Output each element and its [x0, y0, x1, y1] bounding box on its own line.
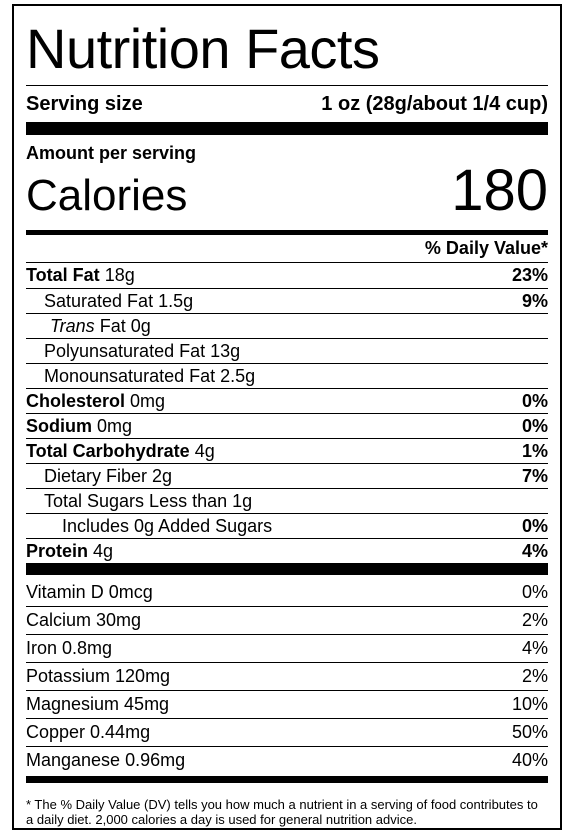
nutrient-row-added-sugars: Includes 0g Added Sugars 0% [26, 513, 548, 538]
daily-value-header-text: % Daily Value* [424, 238, 548, 258]
nutrient-name: Includes 0g Added Sugars [62, 515, 273, 536]
label-title: Nutrition Facts [26, 17, 380, 80]
nutrient-amount: 0mg [130, 390, 166, 411]
nutrient-amount: 4g [93, 540, 114, 561]
vitamin-dv: 50% [511, 722, 548, 742]
nutrient-row-sodium: Sodium 0mg 0% [26, 413, 548, 438]
nutrient-row-total-fat: Total Fat 18g 23% [26, 263, 548, 288]
nutrient-dv: 0% [521, 515, 548, 536]
vitamin-name: Vitamin D 0mcg [26, 581, 153, 602]
nutrient-name: Saturated Fat [44, 290, 154, 311]
nutrient-dv: 1% [521, 440, 548, 461]
nutrient-name: Trans [50, 315, 95, 336]
vitamin-row-manganese: Manganese 0.96mg 40% [26, 746, 548, 774]
nutrient-name: Protein [26, 540, 89, 561]
calories-label: Calories [26, 171, 188, 220]
calories-rule [26, 230, 548, 235]
vitamin-row-magnesium: Magnesium 45mg 10% [26, 690, 548, 718]
calories-row: Calories 180 [26, 158, 548, 223]
nutrient-name: Total Sugars Less than 1g [44, 490, 253, 511]
nutrient-row-dietary-fiber: Dietary Fiber 2g 7% [26, 463, 548, 488]
nutrient-row-monounsaturated-fat: Monounsaturated Fat 2.5g [26, 363, 548, 388]
nutrient-amount: 18g [104, 265, 135, 285]
vitamins-rule [26, 563, 548, 575]
vitamin-dv: 10% [511, 694, 548, 714]
nutrient-dv: 0% [521, 390, 548, 411]
nutrient-dv: 23% [511, 265, 548, 285]
nutrient-amount: Fat 0g [99, 315, 151, 336]
nutrient-row-trans-fat: Trans Fat 0g [26, 313, 548, 338]
vitamin-row-calcium: Calcium 30mg 2% [26, 606, 548, 634]
serving-size-row: Serving size 1 oz (28g/about 1/4 cup) [26, 86, 548, 122]
vitamin-dv: 2% [521, 666, 548, 686]
nutrient-name: Sodium [26, 415, 92, 436]
serving-size-label: Serving size [26, 92, 143, 115]
nutrient-name: Cholesterol [26, 390, 126, 411]
nutrient-row-total-sugars: Total Sugars Less than 1g [26, 488, 548, 513]
nutrient-row-saturated-fat: Saturated Fat 1.5g 9% [26, 288, 548, 313]
daily-value-footnote: * The % Daily Value (DV) tells you how m… [26, 797, 538, 827]
nutrient-dv: 0% [521, 415, 548, 436]
nutrient-row-protein: Protein 4g 4% [26, 538, 548, 563]
vitamin-dv: 40% [511, 750, 548, 770]
nutrition-facts-label: Nutrition Facts Serving size 1 oz (28g/a… [12, 4, 562, 830]
vitamin-dv: 4% [521, 638, 548, 658]
nutrient-row-cholesterol: Cholesterol 0mg 0% [26, 388, 548, 413]
nutrient-name: Polyunsaturated Fat 13g [44, 340, 241, 361]
nutrient-name: Total Fat [26, 265, 100, 285]
nutrient-name: Total Carbohydrate [26, 440, 190, 461]
vitamin-name: Copper 0.44mg [26, 722, 151, 742]
vitamin-row-vitamin-d: Vitamin D 0mcg 0% [26, 578, 548, 606]
vitamin-name: Potassium 120mg [26, 666, 171, 686]
nutrient-row-polyunsaturated-fat: Polyunsaturated Fat 13g [26, 338, 548, 363]
vitamin-list: Vitamin D 0mcg 0% Calcium 30mg 2% Iron 0… [26, 578, 548, 774]
nutrient-row-total-carbohydrate: Total Carbohydrate 4g 1% [26, 438, 548, 463]
vitamin-row-potassium: Potassium 120mg 2% [26, 662, 548, 690]
vitamin-name: Manganese 0.96mg [26, 750, 186, 770]
nutrient-dv: 7% [521, 465, 548, 486]
vitamin-name: Magnesium 45mg [26, 694, 170, 714]
calories-value: 180 [451, 158, 548, 223]
nutrient-amount: 1.5g [158, 290, 194, 311]
footnote-rule [26, 776, 548, 783]
nutrient-dv: 4% [521, 540, 548, 561]
serving-size-value: 1 oz (28g/about 1/4 cup) [321, 92, 548, 115]
amount-per-serving: Amount per serving [26, 143, 197, 163]
vitamin-name: Iron 0.8mg [26, 638, 113, 658]
serving-rule [26, 122, 548, 135]
vitamin-row-copper: Copper 0.44mg 50% [26, 718, 548, 746]
vitamin-dv: 0% [521, 581, 548, 602]
vitamin-row-iron: Iron 0.8mg 4% [26, 634, 548, 662]
nutrient-amount: 4g [194, 440, 215, 461]
title-rule [26, 85, 548, 86]
nutrient-dv: 9% [521, 290, 548, 311]
daily-value-header: % Daily Value* [26, 235, 548, 262]
vitamin-dv: 2% [521, 610, 548, 630]
dv-rule [26, 262, 548, 263]
vitamin-name: Calcium 30mg [26, 610, 142, 630]
nutrient-amount: 0mg [97, 415, 133, 436]
nutrient-name: Dietary Fiber 2g [44, 465, 173, 486]
nutrient-name: Monounsaturated Fat 2.5g [44, 365, 256, 386]
nutrient-list: Total Fat 18g 23% Saturated Fat 1.5g 9% … [26, 263, 548, 563]
